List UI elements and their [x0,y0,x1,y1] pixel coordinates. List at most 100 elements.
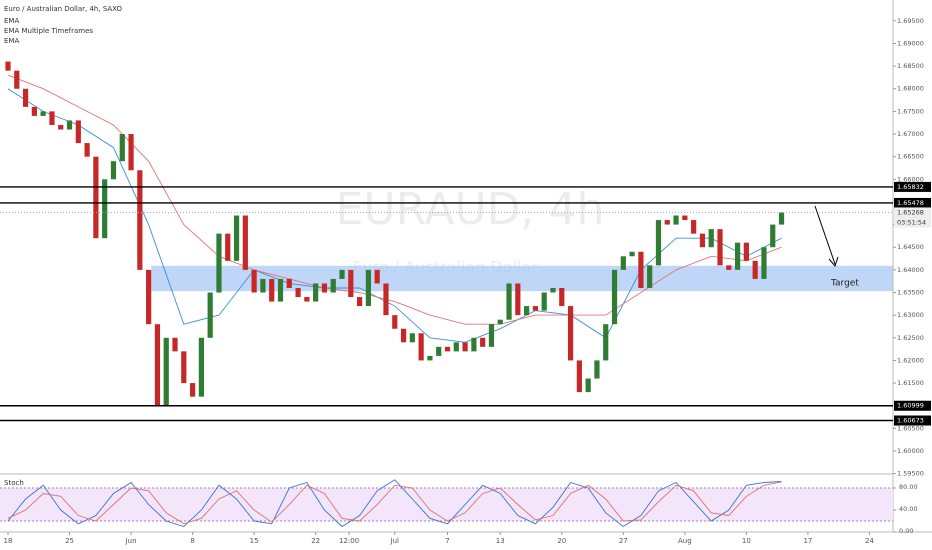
level-label: 1.65832 [897,183,924,191]
y-tick-label: 1.62000 [897,356,924,364]
y-tick-label: 40.00 [899,505,918,513]
y-tick-label: 1.68500 [897,62,924,70]
candle [22,88,29,107]
x-tick-label: Jul [390,537,400,545]
level-label: 1.60673 [897,417,924,425]
candle [691,220,697,234]
candle [550,287,556,293]
timer: 03:51:54 [897,218,926,226]
candle [5,61,11,71]
candle [286,278,292,288]
x-tick-label: 27 [619,537,628,545]
stoch-band [0,488,893,521]
candle [515,283,521,316]
candle [480,337,486,347]
candle [260,278,266,293]
candle [594,360,600,379]
candle [497,319,503,325]
y-tick-label: 1.60000 [897,447,924,455]
candle [374,269,380,284]
y-tick-label: 1.63000 [897,311,924,319]
candle [488,324,495,347]
x-tick-label: 20 [557,537,566,545]
candle [49,111,55,125]
candle [524,306,530,316]
candle [752,260,758,279]
y-tick-label: 1.60500 [897,424,924,432]
y-tick-label: 1.66500 [897,153,924,161]
candle [198,337,204,397]
candle [357,297,363,307]
candle [734,242,741,270]
support-zone [151,265,893,292]
candle [655,220,662,266]
candle [216,233,222,293]
y-tick-label: 80.00 [899,483,918,491]
candle [761,247,767,279]
candle [93,156,99,239]
candle [313,283,319,302]
level-badge [894,415,931,426]
candle [506,283,512,320]
candle [682,215,688,221]
candle [128,134,134,171]
candle [233,215,240,261]
x-tick-label: 25 [65,537,74,545]
x-tick-label: 18 [4,537,13,545]
candle [585,378,591,393]
candle [330,278,336,293]
candle [383,283,389,316]
candle [567,306,574,361]
stoch-line [7,481,782,525]
indicator: EMA Multiple Timeframes [4,27,93,35]
watermark: EURAUD, 4h [336,184,605,235]
level-label: 1.60999 [897,402,924,410]
level-badge [894,400,931,411]
candle [453,342,459,352]
x-tick-label: 8 [190,537,194,545]
y-tick-label: 1.63500 [897,289,924,297]
x-tick-label: Jun [125,537,137,545]
x-tick-label: 17 [803,537,812,545]
price-pane [5,61,893,406]
candle [400,328,407,343]
candle [620,256,626,270]
candle [163,337,169,406]
y-tick-label: 0.00 [899,527,913,535]
pane-title: Stoch [4,479,24,487]
arrow [814,205,836,265]
candle [611,269,618,325]
y-tick-label: 1.59500 [897,470,924,478]
candle [102,179,108,239]
stoch-line [7,479,782,528]
candle [699,233,706,248]
y-tick-label: 1.64500 [897,243,924,251]
candle [638,251,644,288]
candle [31,106,37,116]
candle [392,315,398,329]
candle [66,120,73,130]
candle [427,355,433,361]
candle [348,269,354,298]
candle [84,143,90,157]
y-tick-label: 1.66000 [897,175,924,183]
candle [40,111,46,116]
candle [269,278,275,302]
candle [418,333,424,361]
candle [409,333,415,343]
level-label: 1.65478 [897,199,924,207]
candle [444,346,451,352]
y-tick-label: 1.68000 [897,85,924,93]
candle [471,337,477,352]
candle [541,292,547,311]
y-tick-label: 1.69500 [897,17,924,25]
candle [436,346,442,356]
candle [462,342,468,352]
candle [277,278,284,302]
title: Euro / Australian Dollar, 4h, SAXO [4,5,123,13]
y-tick-label: 1.62500 [897,334,924,342]
candle [137,170,143,270]
indicator: EMA [4,17,19,25]
candle [304,297,310,302]
